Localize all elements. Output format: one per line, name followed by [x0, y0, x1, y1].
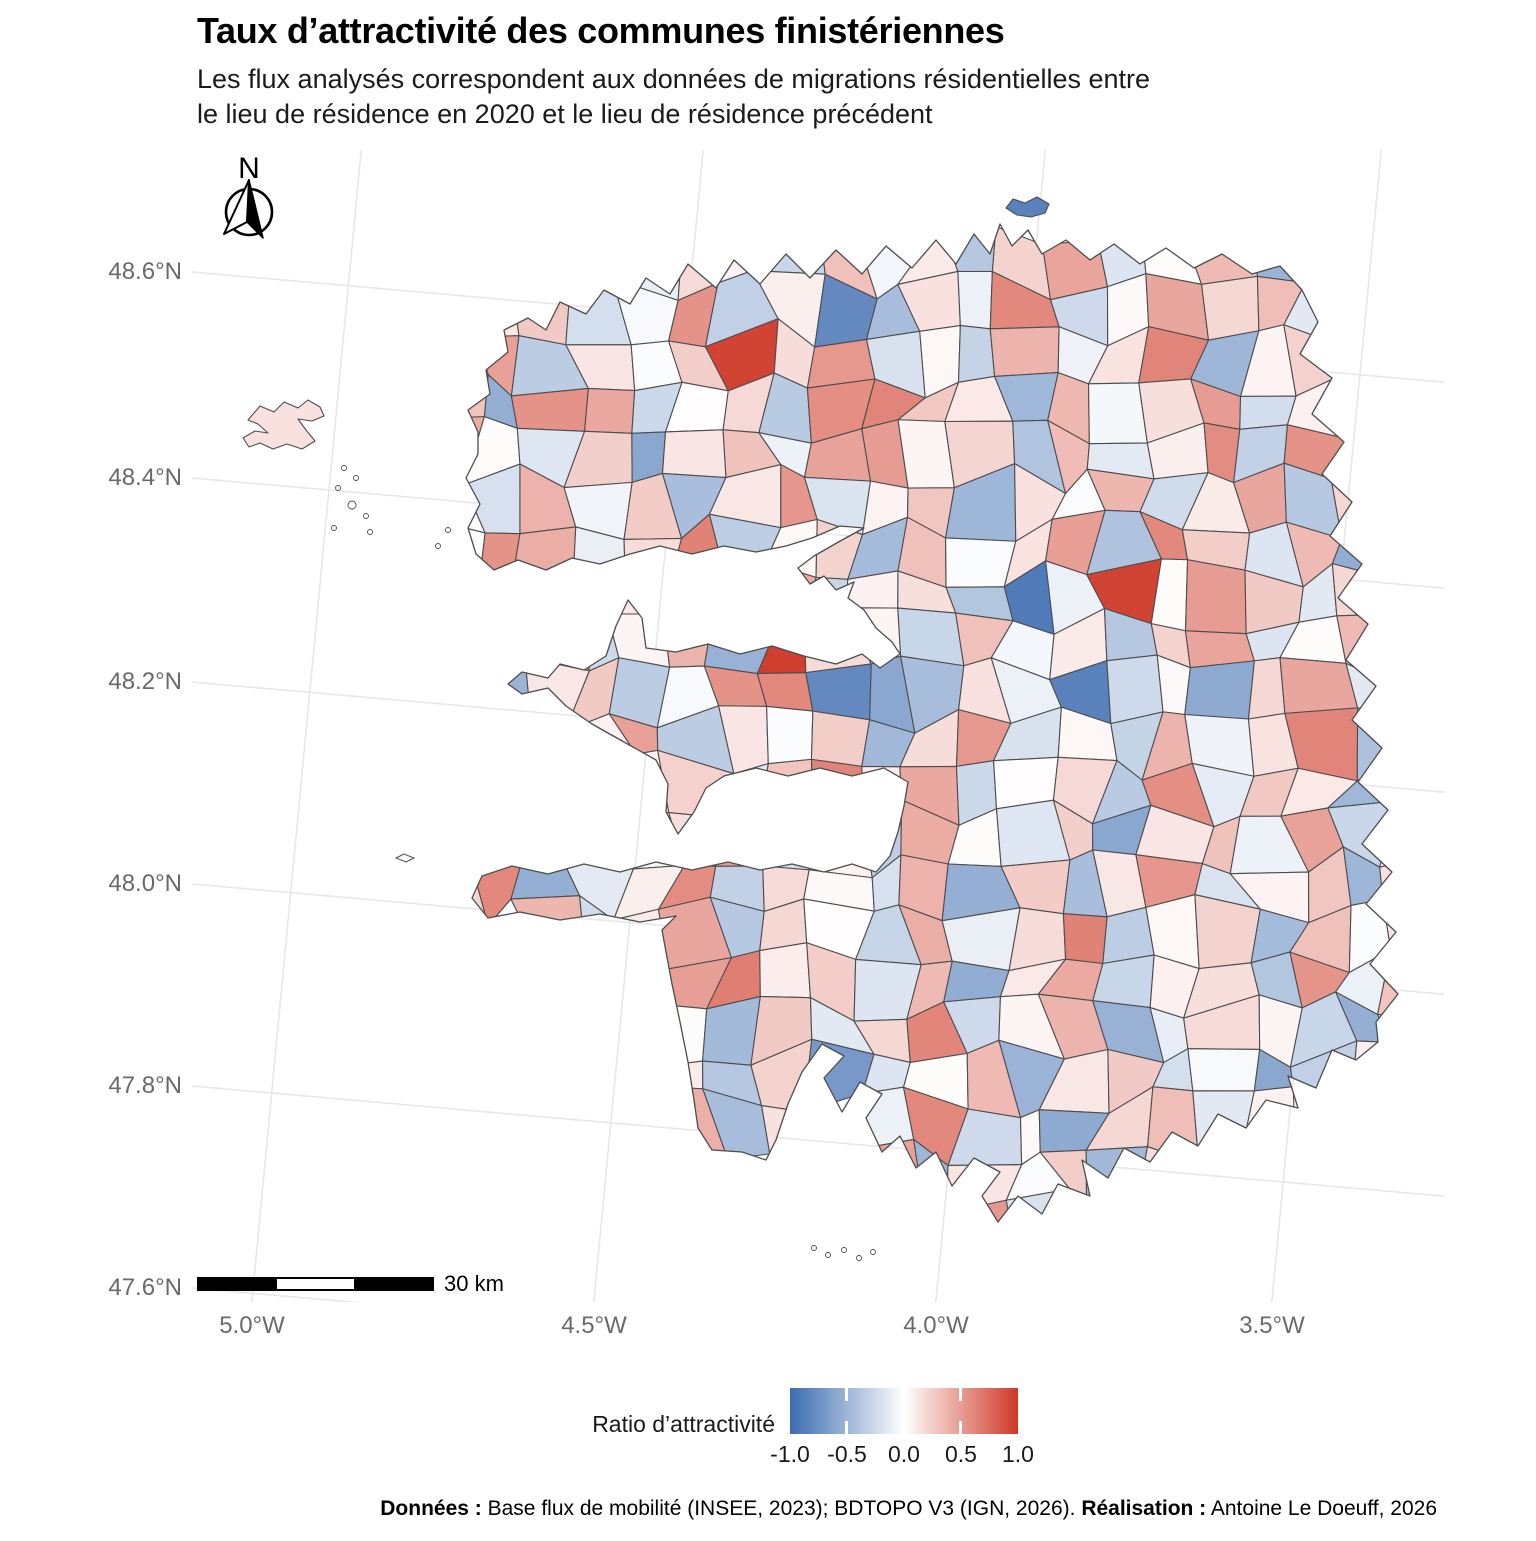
- lat-label-48-2: 48.2°N: [108, 668, 182, 695]
- north-arrow-label: N: [238, 152, 260, 185]
- lon-label-3-5: 3.5°W: [1239, 1312, 1305, 1339]
- page-title: Taux d’attractivité des communes finisté…: [197, 10, 1005, 51]
- north-arrow: N: [223, 152, 274, 239]
- subtitle-line-1: Les flux analysés correspondent aux donn…: [197, 64, 1151, 94]
- subtitle-line-2: le lieu de résidence en 2020 et le lieu …: [197, 99, 933, 129]
- legend-tick-mark: [959, 1388, 962, 1401]
- legend-title: Ratio d’attractivité: [592, 1411, 775, 1437]
- lat-label-48-4: 48.4°N: [108, 464, 182, 491]
- scale-bar: [197, 1277, 434, 1291]
- legend-tick-label: 0.5: [945, 1441, 977, 1467]
- legend-tick-mark: [959, 1421, 962, 1434]
- legend-tick-mark: [845, 1388, 848, 1401]
- scale-bar-segment: [276, 1279, 355, 1289]
- north-arrow-needle-east: [246, 179, 264, 239]
- caption-realisation-label: Réalisation :: [1081, 1497, 1207, 1520]
- scale-bar-label: 30 km: [444, 1271, 504, 1296]
- legend-gradient-bar: [790, 1388, 1018, 1434]
- caption-data-label: Données :: [380, 1497, 482, 1520]
- legend-tick-label: 1.0: [1002, 1441, 1034, 1467]
- scale-bar-segment: [199, 1279, 277, 1289]
- legend-tick-mark: [845, 1421, 848, 1434]
- lon-label-4-5: 4.5°W: [561, 1312, 627, 1339]
- lat-label-47-6: 47.6°N: [108, 1274, 182, 1301]
- legend-tick-mark: [902, 1421, 905, 1434]
- legend-tick-label: -1.0: [770, 1441, 810, 1467]
- legend-tick-mark: [902, 1388, 905, 1401]
- caption-realisation-text: Antoine Le Doeuff, 2026: [1206, 1497, 1437, 1520]
- scale-bar-segment: [354, 1279, 433, 1289]
- lon-label-5-0: 5.0°W: [219, 1312, 285, 1339]
- lat-label-48-6: 48.6°N: [108, 258, 182, 285]
- lat-label-47-8: 47.8°N: [108, 1072, 182, 1099]
- lon-label-4-0: 4.0°W: [903, 1312, 969, 1339]
- lat-label-48-0: 48.0°N: [108, 870, 182, 897]
- legend-tick-label: -0.5: [827, 1441, 867, 1467]
- legend-tick-label: 0.0: [888, 1441, 920, 1467]
- caption: Données : Base flux de mobilité (INSEE, …: [0, 1497, 1437, 1521]
- caption-data-text: Base flux de mobilité (INSEE, 2023); BDT…: [481, 1497, 1082, 1520]
